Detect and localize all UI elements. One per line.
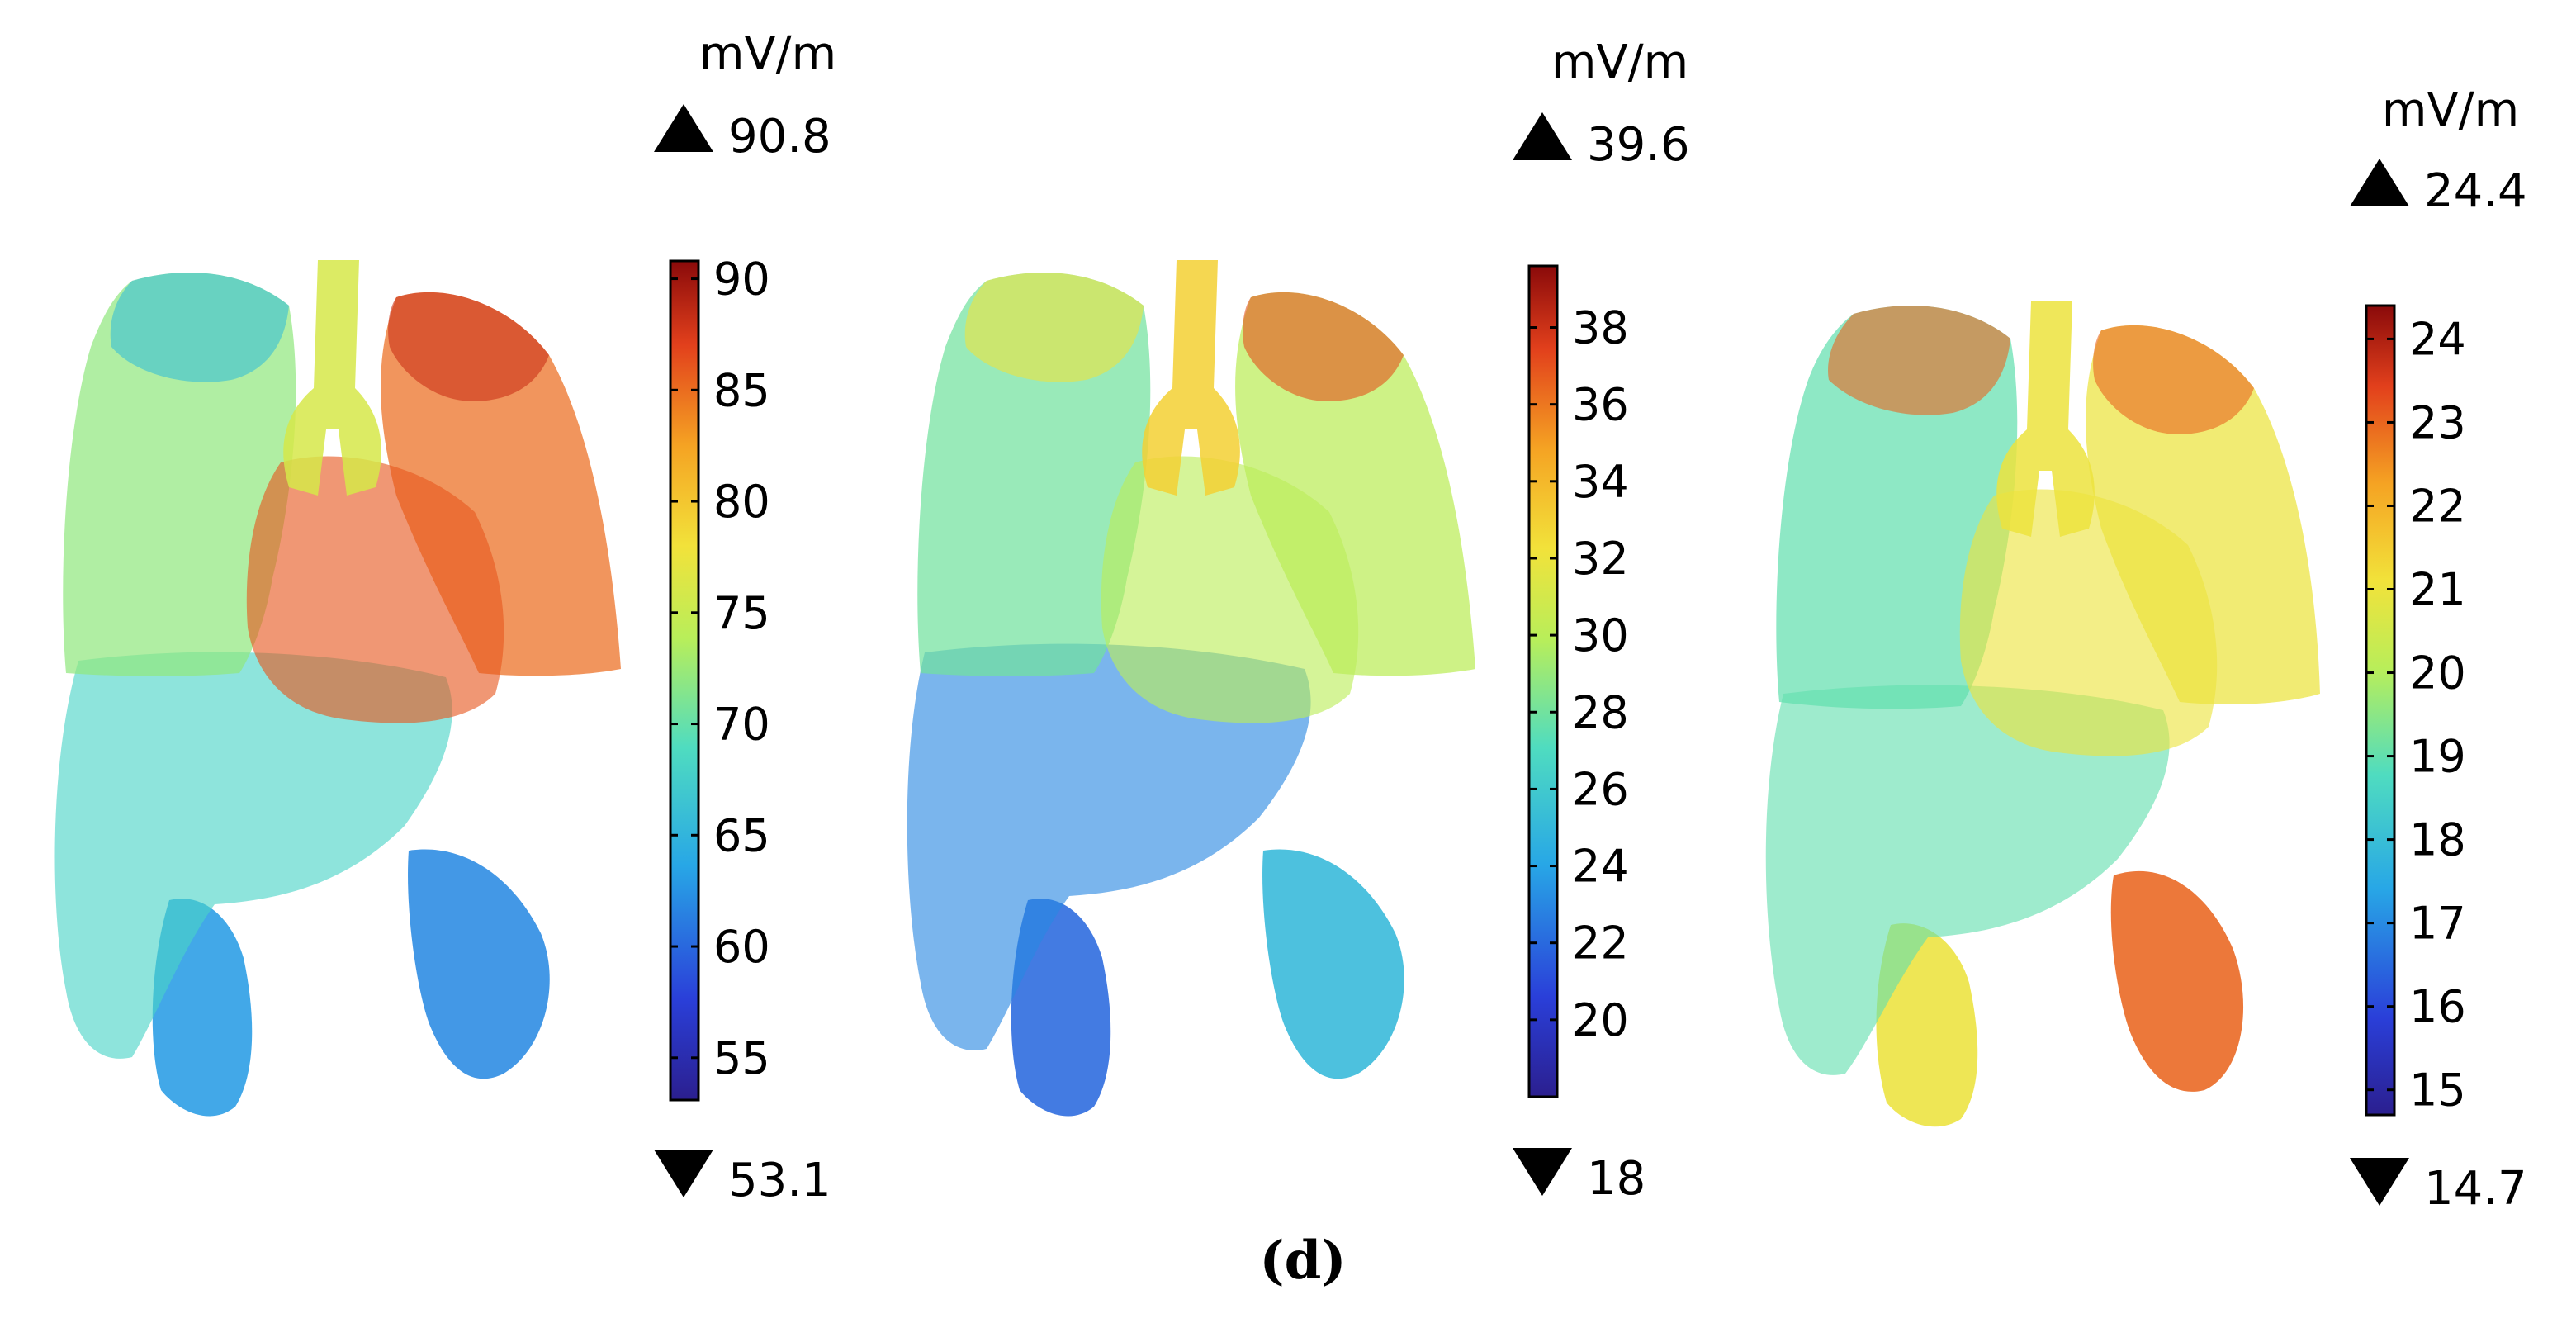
- lung-apex-left: [964, 273, 1144, 382]
- colorbar-tick-label: 28: [1572, 686, 1629, 738]
- colorbar-ticks: 20 22 24 26 28 30 32 34 36 38: [1529, 302, 1629, 1046]
- panel-2: mV/m 39.6 20 22 24 26 28 30 32 34 36 38 18: [907, 36, 1690, 1206]
- unit-label: mV/m: [699, 27, 836, 81]
- anatomy-model: [907, 260, 1475, 1117]
- min-triangle-icon: [654, 1150, 713, 1197]
- colorbar: mV/m 24.4 15 16 17 18 19 20 21 22 23 24 14.7: [2350, 83, 2527, 1216]
- colorbar: mV/m 39.6 20 22 24 26 28 30 32 34 36 38 18: [1513, 36, 1690, 1206]
- colorbar-tick-label: 55: [713, 1032, 770, 1084]
- colorbar-tick-label: 85: [713, 364, 770, 416]
- colorbar-tick-label: 34: [1572, 456, 1629, 508]
- colorbar-tick-label: 16: [2409, 981, 2466, 1033]
- kidney-right: [1262, 849, 1404, 1079]
- min-triangle-icon: [1513, 1148, 1572, 1196]
- colorbar-tick-label: 23: [2409, 396, 2466, 448]
- colorbar-tick-label: 15: [2409, 1065, 2466, 1117]
- max-triangle-icon: [654, 104, 713, 152]
- min-value: 14.7: [2424, 1162, 2527, 1216]
- max-value: 24.4: [2424, 164, 2527, 218]
- heart: [1959, 489, 2218, 756]
- unit-label: mV/m: [1551, 36, 1688, 89]
- lung-apex-right: [2093, 325, 2254, 434]
- colorbar-tick-label: 20: [1572, 994, 1629, 1046]
- colorbar-ticks: 55 60 65 70 75 80 85 90: [670, 254, 770, 1084]
- colorbar-tick-label: 20: [2409, 647, 2466, 699]
- colorbar-gradient: [1527, 264, 1559, 1098]
- min-value: 53.1: [728, 1154, 831, 1207]
- trachea: [283, 260, 381, 496]
- unit-label: mV/m: [2382, 83, 2519, 137]
- colorbar-tick-label: 24: [1572, 841, 1629, 893]
- lung-apex-left: [110, 273, 289, 382]
- colorbar-tick-label: 18: [2409, 814, 2466, 866]
- colorbar-tick-label: 60: [713, 921, 770, 973]
- colorbar-ticks: 15 16 17 18 19 20 21 22 23 24: [2366, 313, 2466, 1117]
- colorbar-tick-label: 21: [2409, 564, 2466, 616]
- colorbar-gradient: [2365, 304, 2396, 1117]
- colorbar-tick-label: 32: [1572, 533, 1629, 585]
- colorbar-tick-label: 17: [2409, 898, 2466, 950]
- panel-3: mV/m 24.4 15 16 17 18 19 20 21 22 23 24 14.7: [1765, 83, 2527, 1216]
- colorbar-tick-label: 75: [713, 587, 770, 639]
- lung-apex-right: [1243, 292, 1404, 401]
- colorbar-tick-label: 24: [2409, 313, 2466, 365]
- kidney-right: [408, 849, 550, 1079]
- kidney-right: [2110, 870, 2244, 1092]
- colorbar-tick-label: 19: [2409, 731, 2466, 783]
- anatomy-model: [54, 260, 621, 1117]
- max-value: 90.8: [728, 110, 831, 164]
- colorbar-tick-label: 22: [1572, 918, 1629, 970]
- colorbar: mV/m 90.8 55 60 65 70 75 80 85 90 53.1: [654, 27, 836, 1207]
- min-triangle-icon: [2350, 1158, 2409, 1206]
- liver: [1765, 685, 2170, 1075]
- anatomy-model: [1765, 301, 2320, 1127]
- colorbar-gradient: [669, 259, 700, 1102]
- panel-1: mV/m 90.8 55 60 65 70 75 80 85 90 53.1: [54, 27, 836, 1207]
- max-triangle-icon: [2350, 159, 2409, 206]
- heart: [246, 456, 504, 723]
- trachea: [1142, 260, 1240, 496]
- max-value: 39.6: [1587, 118, 1690, 172]
- colorbar-tick-label: 70: [713, 699, 770, 751]
- max-triangle-icon: [1513, 112, 1572, 160]
- colorbar-tick-label: 90: [713, 254, 770, 306]
- colorbar-tick-label: 65: [713, 809, 770, 861]
- heart: [1101, 456, 1359, 723]
- liver: [54, 652, 452, 1059]
- liver: [907, 643, 1311, 1050]
- trachea: [1996, 301, 2095, 537]
- lung-apex-right: [388, 292, 549, 401]
- colorbar-tick-label: 38: [1572, 302, 1629, 354]
- lung-apex-left: [1828, 306, 2010, 415]
- colorbar-tick-label: 22: [2409, 480, 2466, 532]
- kidney-left: [1011, 899, 1111, 1117]
- colorbar-tick-label: 30: [1572, 609, 1629, 662]
- figure-caption: (d): [1259, 1230, 1346, 1292]
- min-value: 18: [1587, 1152, 1646, 1206]
- colorbar-tick-label: 36: [1572, 379, 1629, 431]
- colorbar-tick-label: 80: [713, 476, 770, 528]
- colorbar-tick-label: 26: [1572, 763, 1629, 815]
